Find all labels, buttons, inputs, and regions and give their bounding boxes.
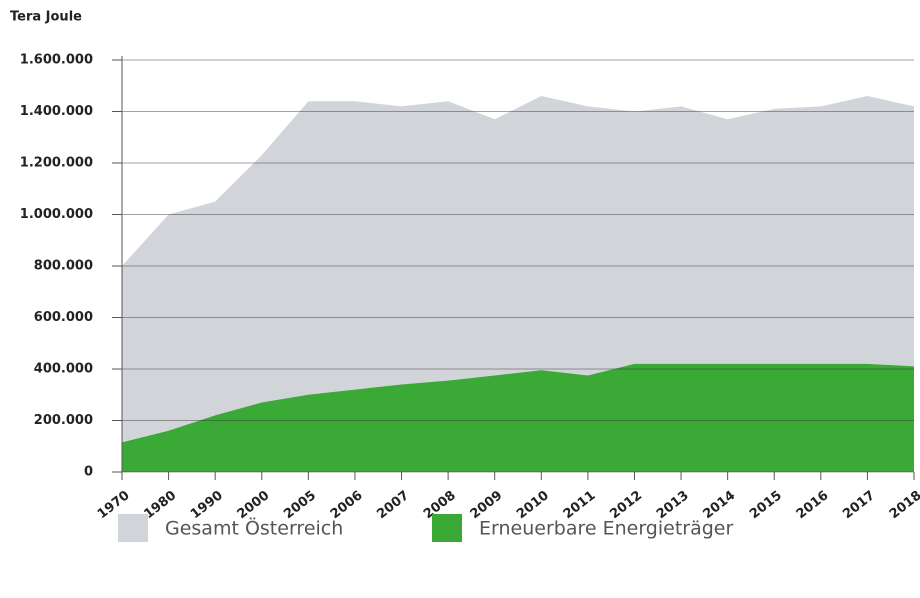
legend-label: Gesamt Österreich xyxy=(165,517,343,540)
y-tick-label: 1.200.000 xyxy=(20,156,93,171)
legend-swatch xyxy=(118,514,148,542)
y-axis-label: Tera Joule xyxy=(10,10,82,25)
y-tick-label: 400.000 xyxy=(34,362,93,377)
y-tick-label: 1.600.000 xyxy=(20,53,93,68)
x-tick-label: 2007 xyxy=(374,488,412,522)
x-tick-label: 2015 xyxy=(747,488,785,522)
legend-label: Erneuerbare Energieträger xyxy=(479,518,733,540)
x-tick-label: 2016 xyxy=(794,488,832,522)
area xyxy=(122,363,914,472)
x-tick-label: 2017 xyxy=(840,488,878,522)
y-tick-label: 1.400.000 xyxy=(20,104,93,119)
y-tick-label: 200.000 xyxy=(34,413,93,428)
x-tick-label: 2018 xyxy=(887,488,920,522)
y-tick-label: 600.000 xyxy=(34,310,93,325)
y-tick-label: 0 xyxy=(84,465,93,480)
legend-swatch xyxy=(432,514,462,542)
y-tick-label: 800.000 xyxy=(34,259,93,274)
y-tick-label: 1.000.000 xyxy=(20,207,93,222)
